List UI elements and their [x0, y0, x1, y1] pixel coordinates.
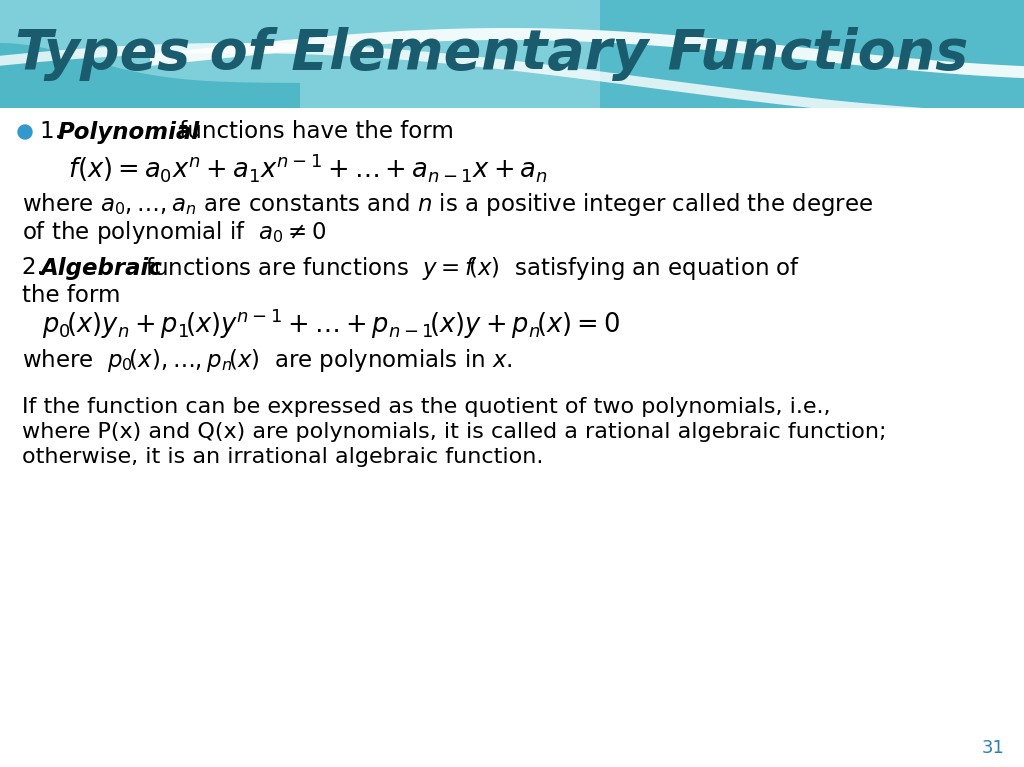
Polygon shape [0, 43, 950, 120]
Text: where $a_0, \ldots, a_n$ are constants and $n$ is a positive integer called the : where $a_0, \ldots, a_n$ are constants a… [22, 190, 873, 218]
Text: 31: 31 [982, 739, 1005, 757]
Text: of the polynomial if  $a_0 \neq 0$: of the polynomial if $a_0 \neq 0$ [22, 219, 327, 245]
Text: functions are functions  $y = f\!\left(x\right)$  satisfying an equation of: functions are functions $y = f\!\left(x\… [138, 255, 801, 281]
Polygon shape [0, 43, 300, 108]
Polygon shape [150, 28, 1024, 79]
Text: where P(x) and Q(x) are polynomials, it is called a rational algebraic function;: where P(x) and Q(x) are polynomials, it … [22, 422, 887, 442]
Text: $p_0\!\left(x\right)y_n + p_1\!\left(x\right)y^{n-1} + \ldots + p_{n-1}\!\left(x: $p_0\!\left(x\right)y_n + p_1\!\left(x\r… [42, 307, 620, 341]
Circle shape [18, 125, 32, 139]
Text: otherwise, it is an irrational algebraic function.: otherwise, it is an irrational algebraic… [22, 447, 544, 467]
Text: $f\left(x\right) = a_0x^n + a_1x^{n-1} + \ldots + a_{n-1}x + a_n$: $f\left(x\right) = a_0x^n + a_1x^{n-1} +… [68, 150, 548, 183]
Polygon shape [600, 0, 1024, 108]
Text: the form: the form [22, 284, 121, 307]
Text: If the function can be expressed as the quotient of two polynomials, i.e.,: If the function can be expressed as the … [22, 397, 830, 417]
Bar [0, 108, 1024, 767]
Text: 2.: 2. [22, 256, 51, 279]
Text: where  $p_0\!\left(x\right), \ldots, p_n\!\left(x\right)$  are polynomials in $x: where $p_0\!\left(x\right), \ldots, p_n\… [22, 347, 513, 374]
Text: 1.: 1. [40, 120, 70, 143]
Text: Polynomial: Polynomial [58, 120, 201, 143]
Bar [0, 0, 1024, 108]
Text: Types of Elementary Functions: Types of Elementary Functions [15, 27, 969, 81]
Text: functions have the form: functions have the form [172, 120, 454, 143]
Text: Algebraic: Algebraic [40, 256, 162, 279]
